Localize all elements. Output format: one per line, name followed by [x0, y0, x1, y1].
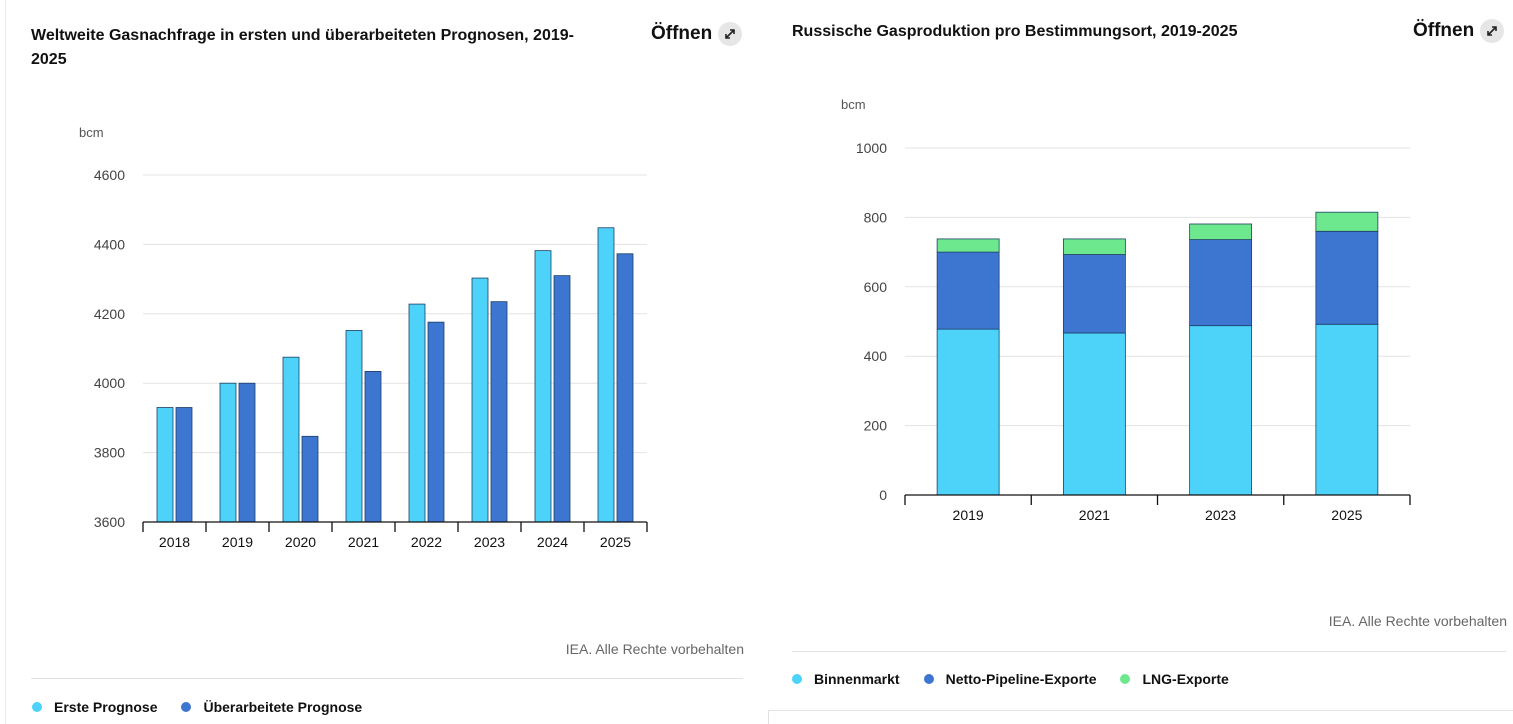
- right-chart-panel: Russische Gasproduktion pro Bestimmungso…: [768, 0, 1513, 711]
- bar-segment-lng-exporte: [1189, 223, 1253, 241]
- open-button[interactable]: Öffnen: [651, 22, 743, 46]
- x-tick-label: 2019: [222, 534, 253, 550]
- bar-erste-prognose: [282, 356, 300, 523]
- y-tick-label: 3600: [94, 514, 125, 530]
- legend-dot-icon: [792, 674, 802, 684]
- bar-erste-prognose: [345, 330, 363, 523]
- x-tick-label: 2018: [159, 534, 190, 550]
- bar-segment-netto-pipeline-exporte: [1189, 239, 1253, 327]
- y-axis-unit-label: bcm: [79, 125, 104, 140]
- open-button-label: Öffnen: [1413, 20, 1475, 41]
- chart-legend: Binnenmarkt Netto-Pipeline-Exporte LNG-Exp…: [792, 671, 1253, 687]
- bar-berarbeitete-prognose: [301, 435, 319, 523]
- y-tick-label: 4000: [94, 375, 125, 391]
- x-tick-label: 2023: [1205, 507, 1236, 523]
- y-tick-label: 800: [864, 209, 888, 225]
- credit-text: IEA. Alle Rechte vorbehalten: [565, 641, 744, 657]
- bar-berarbeitete-prognose: [238, 382, 256, 523]
- left-chart-panel: Weltweite Gasnachfrage in ersten und übe…: [5, 0, 769, 724]
- bar-berarbeitete-prognose: [553, 275, 571, 523]
- x-tick-label: 2023: [474, 534, 505, 550]
- legend-label: Erste Prognose: [54, 699, 158, 715]
- bar-erste-prognose: [156, 407, 174, 523]
- bar-erste-prognose: [219, 382, 237, 523]
- bar-segment-lng-exporte: [1062, 238, 1126, 255]
- y-tick-label: 600: [864, 279, 888, 295]
- bar-berarbeitete-prognose: [490, 301, 508, 523]
- legend-dot-icon: [32, 702, 42, 712]
- x-tick-label: 2025: [1331, 507, 1362, 523]
- legend-item-binnenmarkt[interactable]: Binnenmarkt: [792, 671, 900, 687]
- legend-item-erste-prognose[interactable]: Erste Prognose: [32, 699, 157, 715]
- legend-item-lng-exporte[interactable]: LNG-Exporte: [1120, 671, 1229, 687]
- y-tick-label: 1000: [856, 140, 887, 156]
- y-tick-label: 400: [864, 348, 888, 364]
- bar-berarbeitete-prognose: [175, 407, 193, 523]
- legend-label: LNG-Exporte: [1142, 671, 1229, 687]
- russian-gas-production-chart: 0 200 400 600 800 1000 bcm 2019 2021 2023 2025: [841, 97, 1411, 523]
- legend-divider: [792, 651, 1506, 652]
- y-tick-label: 3800: [94, 445, 125, 461]
- expand-arrows-icon: [718, 22, 743, 46]
- bar-erste-prognose: [471, 277, 489, 523]
- x-tick-label: 2021: [1079, 507, 1110, 523]
- legend-label: Binnenmarkt: [814, 671, 900, 687]
- y-tick-label: 0: [879, 487, 887, 503]
- bar-erste-prognose: [408, 303, 426, 523]
- bar-berarbeitete-prognose: [364, 371, 382, 523]
- legend-item-berarbeitete-prognose[interactable]: Überarbeitete Prognose: [181, 699, 362, 715]
- x-tick-label: 2025: [600, 534, 631, 550]
- bar-segment-netto-pipeline-exporte: [1062, 254, 1126, 334]
- bar-segment-netto-pipeline-exporte: [936, 251, 1000, 330]
- bar-berarbeitete-prognose: [616, 253, 634, 523]
- bar-segment-netto-pipeline-exporte: [1315, 230, 1379, 325]
- legend-dot-icon: [923, 674, 934, 684]
- bar-segment-binnenmarkt: [1062, 332, 1126, 496]
- x-tick-label: 2019: [953, 507, 984, 523]
- bar-segment-lng-exporte: [936, 238, 1000, 253]
- credit-text: IEA. Alle Rechte vorbehalten: [1328, 613, 1507, 629]
- open-button[interactable]: Öffnen: [1413, 19, 1505, 43]
- bar-segment-binnenmarkt: [936, 328, 1000, 496]
- bar-erste-prognose: [534, 250, 552, 523]
- legend-divider: [31, 678, 743, 679]
- legend-label: Netto-Pipeline-Exporte: [945, 671, 1097, 687]
- chart-title: Russische Gasproduktion pro Bestimmungso…: [792, 23, 1238, 40]
- legend-dot-icon: [1120, 674, 1131, 684]
- bar-segment-binnenmarkt: [1315, 323, 1379, 496]
- x-tick-label: 2021: [348, 534, 379, 550]
- y-tick-label: 4400: [94, 236, 125, 252]
- bar-segment-lng-exporte: [1315, 211, 1379, 232]
- expand-arrows-icon: [1480, 19, 1505, 43]
- y-tick-label: 4600: [94, 167, 125, 183]
- chart-legend: Erste Prognose Überarbeitete Prognose: [32, 699, 386, 715]
- legend-dot-icon: [181, 702, 192, 712]
- bar-berarbeitete-prognose: [427, 321, 445, 523]
- legend-label: Überarbeitete Prognose: [203, 699, 363, 715]
- chart-title: Weltweite Gasnachfrage in ersten und übe…: [31, 27, 574, 68]
- bar-segment-binnenmarkt: [1189, 325, 1253, 496]
- y-tick-label: 4200: [94, 306, 125, 322]
- x-tick-label: 2022: [411, 534, 442, 550]
- open-button-label: Öffnen: [651, 23, 713, 44]
- x-tick-label: 2024: [537, 534, 568, 550]
- gas-demand-chart: 3600 3800 4000 4200 4400 4600 bcm 2018 2019 2020 2…: [79, 125, 648, 550]
- bar-erste-prognose: [597, 227, 615, 523]
- x-tick-label: 2020: [285, 534, 316, 550]
- legend-item-netto-pipeline-exporte[interactable]: Netto-Pipeline-Exporte: [923, 671, 1097, 687]
- y-tick-label: 200: [864, 418, 888, 434]
- y-axis-unit-label: bcm: [841, 97, 866, 112]
